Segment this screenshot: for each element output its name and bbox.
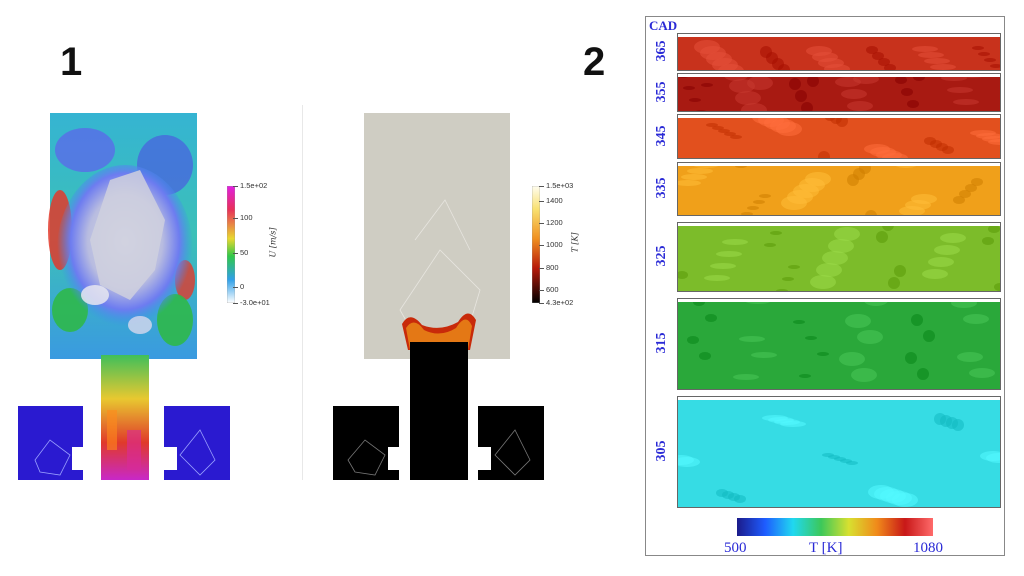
cad-strip-345 (677, 114, 1001, 159)
cad-value-label: 305 (654, 440, 669, 462)
cad-header: CAD (649, 18, 678, 33)
cad-temperature-colorbar (737, 518, 933, 536)
cad-value-label: 325 (654, 245, 669, 267)
cad-strip-355 (677, 73, 1001, 112)
temperature-colorbar-tick: 1200 (539, 218, 563, 227)
velocity-colorbar-tick: 50 (232, 248, 249, 257)
temperature-colorbar-label: T [K] (570, 232, 580, 253)
velocity-colorbar (227, 186, 235, 303)
cad-strip-365 (677, 33, 1001, 71)
cad-panel-frame (645, 16, 1005, 556)
panel-2-label: 2 (583, 40, 606, 84)
cad-strip-315 (677, 298, 1001, 390)
temperature-colorbar-tick: 800 (539, 263, 559, 272)
temperature-colorbar-max: 1.5e+03 (538, 181, 574, 190)
cad-colorbar-max: 1080 (913, 540, 943, 556)
velocity-colorbar-min: -3.0e+01 (233, 298, 270, 307)
panel-1-label: 1 (60, 40, 83, 84)
velocity-colorbar-tick: 0 (232, 282, 245, 291)
temperature-colorbar-tick: 1000 (539, 240, 563, 249)
temperature-field-image (333, 113, 544, 480)
panel-divider (302, 105, 303, 480)
cad-strip-325 (677, 222, 1001, 292)
temperature-colorbar (532, 186, 540, 303)
velocity-colorbar-tick: 100 (233, 213, 253, 222)
temperature-colorbar-min: 4.3e+02 (538, 298, 574, 307)
temperature-colorbar-tick: 600 (539, 285, 559, 294)
velocity-colorbar-max: 1.5e+02 (232, 181, 268, 190)
cad-colorbar-min: 500 (724, 540, 747, 556)
cad-colorbar-axis-label: T [K] (809, 540, 843, 556)
velocity-field-image (18, 113, 230, 480)
cad-value-label: 355 (654, 81, 669, 102)
cad-value-label: 365 (654, 40, 669, 62)
velocity-colorbar-label: U [m/s] (268, 227, 278, 258)
cad-strip-305 (677, 396, 1001, 508)
cad-value-label: 345 (654, 125, 669, 146)
cad-strip-335 (677, 162, 1001, 216)
cad-value-label: 315 (654, 332, 669, 354)
temperature-colorbar-tick: 1400 (539, 196, 563, 205)
cad-value-label: 335 (654, 177, 669, 199)
